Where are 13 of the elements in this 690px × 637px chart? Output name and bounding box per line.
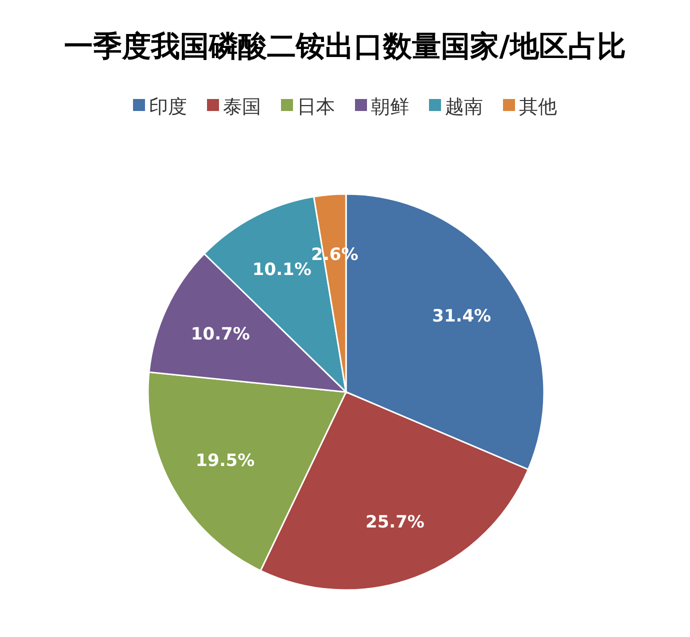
legend-label: 其他 (519, 96, 557, 118)
data-label: 10.7% (190, 324, 250, 344)
data-label: 25.7% (366, 512, 424, 533)
legend-label: 泰国 (223, 96, 261, 118)
chart-title: 一季度我国磷酸二铵出口数量国家/地区占比 (64, 29, 626, 63)
data-label: 19.5% (196, 450, 255, 471)
data-label: 10.1% (252, 260, 312, 280)
legend-label: 日本 (297, 96, 335, 118)
legend-label: 朝鲜 (371, 96, 409, 118)
legend-label: 印度 (149, 96, 187, 118)
legend-label: 越南 (445, 96, 483, 118)
data-label: 2.6% (311, 244, 358, 265)
data-label: 31.4% (432, 306, 492, 327)
